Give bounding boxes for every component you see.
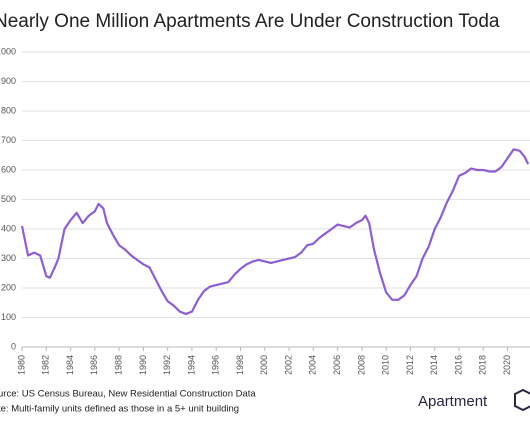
series-line bbox=[20, 148, 530, 316]
x-tick-label: 1998 bbox=[235, 355, 245, 375]
y-tick-label: 400 bbox=[1, 223, 16, 233]
x-tick-label: 2010 bbox=[381, 355, 391, 375]
source: urce: US Census Bureau, New Residential … bbox=[0, 389, 256, 400]
x-tick-label: 2012 bbox=[405, 355, 415, 375]
x-tick-label: 1990 bbox=[138, 355, 148, 375]
x-tick-label: 1996 bbox=[211, 355, 221, 375]
chart-title: Nearly One Million Apartments Are Under … bbox=[0, 11, 500, 32]
x-tick-label: 1982 bbox=[41, 355, 51, 375]
y-tick-label: 100 bbox=[1, 312, 16, 322]
x-tick-label: 1994 bbox=[186, 355, 196, 375]
x-tick-label: 2008 bbox=[356, 355, 366, 375]
y-tick-label: 0 bbox=[11, 341, 16, 351]
x-tick-label: 2004 bbox=[308, 355, 318, 375]
x-tick-label: 1992 bbox=[162, 355, 172, 375]
brand: Apartment bbox=[418, 393, 488, 410]
y-tick-label: 800 bbox=[1, 105, 16, 115]
y-tick-label: 200 bbox=[1, 282, 16, 292]
x-tick-label: 2006 bbox=[332, 355, 342, 375]
x-tick-label: 2002 bbox=[283, 355, 293, 375]
y-tick-label: 900 bbox=[1, 76, 16, 86]
x-tick-label: 2016 bbox=[453, 355, 463, 375]
logo-icon bbox=[514, 388, 530, 412]
x-tick-label: 2000 bbox=[259, 355, 269, 375]
x-tick-label: 2020 bbox=[502, 355, 512, 375]
x-tick-label: 1980 bbox=[16, 355, 26, 375]
y-tick-label: 700 bbox=[1, 135, 16, 145]
x-tick-label: 2014 bbox=[429, 355, 439, 375]
x-tick-label: 1986 bbox=[89, 355, 99, 375]
x-tick-label: 2018 bbox=[478, 355, 488, 375]
x-tick-label: 1984 bbox=[65, 355, 75, 375]
y-tick-label: 500 bbox=[1, 194, 16, 204]
y-tick-label: 300 bbox=[1, 253, 16, 263]
y-tick-label: 600 bbox=[1, 164, 16, 174]
note: te: Multi-family units defined as those … bbox=[0, 404, 239, 415]
y-tick-label: 1,000 bbox=[0, 46, 16, 56]
x-tick-label: 1988 bbox=[113, 355, 123, 375]
